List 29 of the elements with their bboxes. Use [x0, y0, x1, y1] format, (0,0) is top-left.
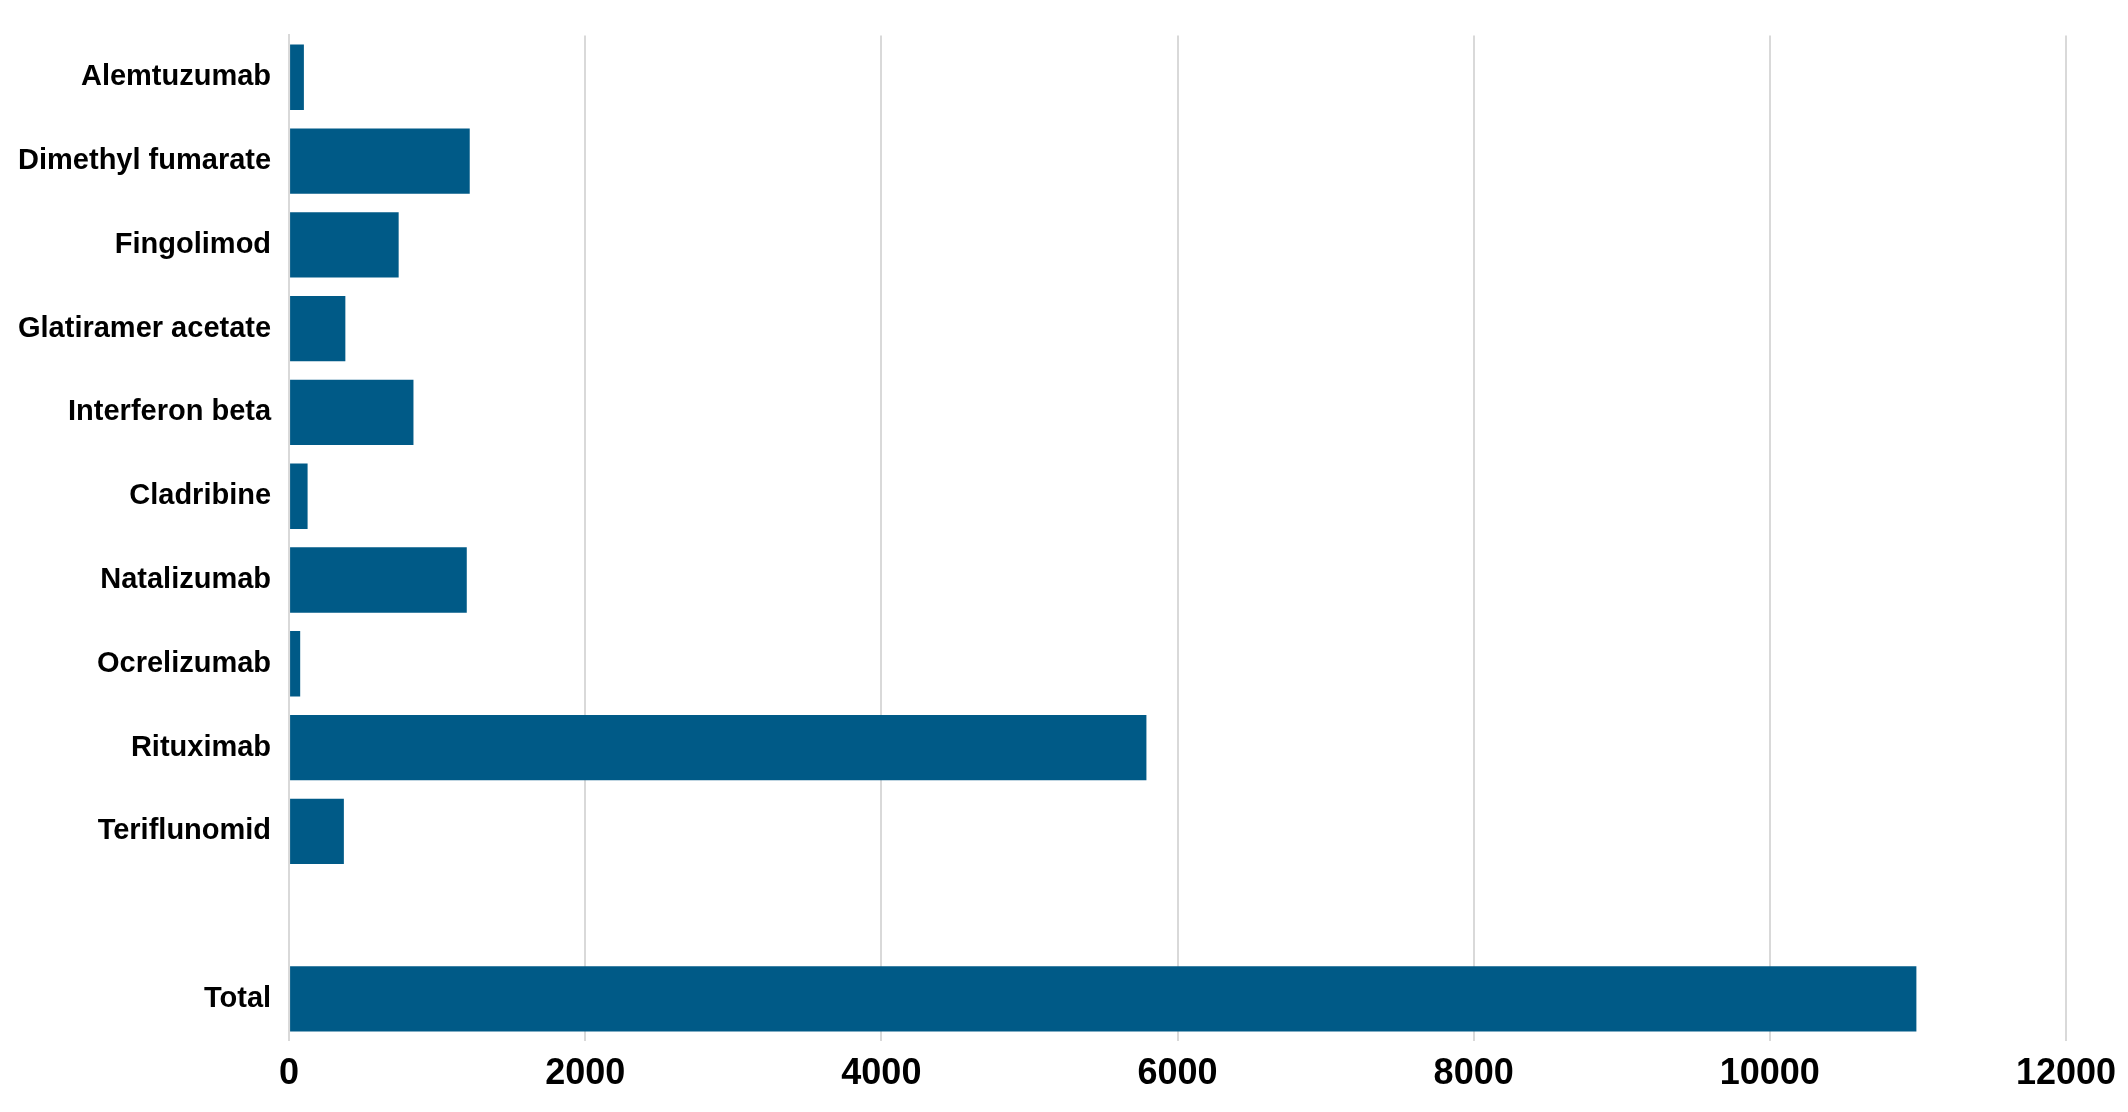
y-tick-label: Cladribine — [129, 478, 272, 511]
y-tick-label: Total — [203, 980, 272, 1013]
x-tick-label: 2000 — [545, 1051, 626, 1093]
x-tick-label: 12000 — [2015, 1051, 2116, 1093]
y-tick-label: Glatiramer acetate — [17, 310, 272, 343]
y-tick-label: Rituximab — [130, 729, 272, 762]
x-tick-label: 6000 — [1137, 1051, 1218, 1093]
x-tick-label: 0 — [279, 1051, 300, 1093]
y-tick-label: Natalizumab — [100, 561, 272, 594]
y-tick-label: Dimethyl fumarate — [18, 143, 272, 176]
y-tick-label: Fingolimod — [114, 226, 272, 259]
x-tick-label: 4000 — [841, 1051, 922, 1093]
bar — [290, 966, 1917, 1032]
bar — [290, 44, 304, 110]
bar — [290, 798, 344, 865]
y-tick-label: Alemtuzumab — [80, 59, 272, 92]
bar — [290, 631, 301, 697]
x-tick-label: 10000 — [1719, 1051, 1820, 1093]
bar — [290, 295, 346, 362]
y-tick-label: Ocrelizumab — [97, 645, 272, 678]
bar — [290, 379, 414, 446]
y-tick-label: Teriflunomid — [97, 813, 272, 846]
y-tick-label: Interferon beta — [68, 394, 272, 427]
bar — [290, 463, 308, 529]
bar — [290, 547, 467, 613]
bar — [290, 714, 1147, 781]
bar — [290, 128, 470, 194]
x-tick-label: 8000 — [1433, 1051, 1514, 1093]
bar — [290, 212, 399, 278]
